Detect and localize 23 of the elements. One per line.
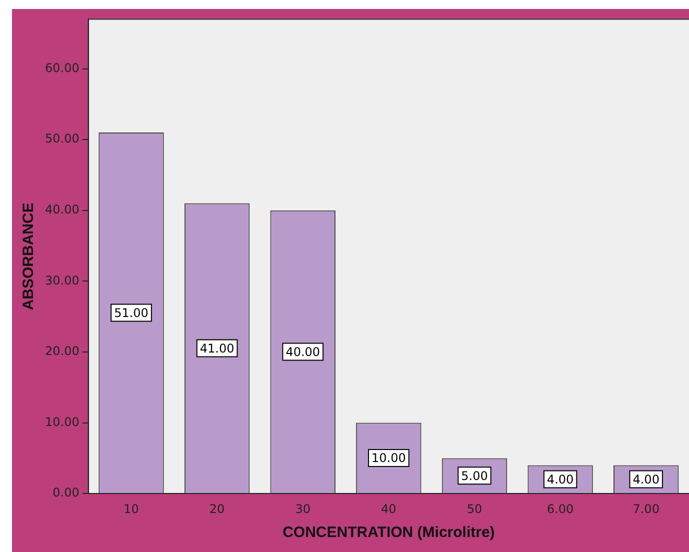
data-label: 10.00 [371,451,406,466]
x-tick-label: 30 [295,502,311,516]
x-tick-label: 40 [381,502,396,516]
data-label: 4.00 [546,472,574,486]
y-tick-label: 40.00 [44,202,80,216]
y-tick-label: 10.00 [44,414,80,429]
x-tick-label: 10 [124,502,139,516]
x-axis-title: CONCENTRATION (Microlitre) [282,524,495,542]
y-tick-label: 60.00 [44,60,80,75]
y-tick-label: 0.00 [52,486,80,500]
x-tick-label: 50 [466,502,482,516]
y-tick-label: 30.00 [44,273,80,288]
data-label: 41.00 [200,341,234,356]
x-tick-label: 7.00 [632,502,660,516]
y-axis-title: ABSORBANCE [20,202,38,310]
data-label: 40.00 [286,344,320,359]
data-label: 4.00 [632,472,660,486]
x-tick-label: 20 [209,502,225,516]
x-tick-label: 6.00 [546,502,574,516]
data-label: 51.00 [114,306,148,320]
y-tick-label: 20.00 [44,344,80,358]
y-tick-label: 50.00 [44,132,80,146]
data-label: 5.00 [461,468,488,483]
